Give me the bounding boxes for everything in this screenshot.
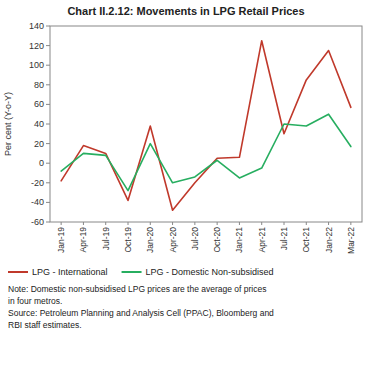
x-tick — [261, 222, 262, 225]
plot-frame — [50, 26, 362, 222]
x-tick-label: Jul-21 — [279, 227, 289, 250]
plot-area — [61, 41, 351, 211]
y-tick-label: 60 — [34, 99, 44, 109]
note: in four metros. — [8, 296, 62, 306]
y-tick-label: 20 — [34, 139, 44, 149]
x-tick-label: Jul-20 — [190, 227, 200, 250]
x-tick — [350, 222, 351, 225]
x-tick — [150, 222, 151, 225]
note: Source: Petroleum Planning and Analysis … — [8, 308, 274, 318]
y-tick-label: 100 — [29, 60, 44, 70]
legend-swatch — [122, 271, 142, 273]
y-tick — [46, 143, 50, 144]
y-tick — [46, 182, 50, 183]
x-tick-label: Oct-20 — [212, 227, 222, 253]
y-tick-label: 80 — [34, 80, 44, 90]
x-tick — [61, 222, 62, 225]
x-tick-label: Jan-21 — [234, 227, 244, 253]
legend-item: LPG - Domestic Non-subsidised — [122, 267, 274, 277]
y-tick — [46, 45, 50, 46]
x-tick — [306, 222, 307, 225]
y-tick-label: -40 — [31, 197, 44, 207]
y-tick-label: 120 — [29, 41, 44, 51]
y-tick — [46, 104, 50, 105]
series-line — [61, 114, 351, 190]
y-tick — [46, 26, 50, 27]
x-tick-label: Jan-22 — [324, 227, 334, 253]
x-tick — [284, 222, 285, 225]
y-tick — [46, 65, 50, 66]
y-tick-label: 0 — [39, 158, 44, 168]
legend-label: LPG - International — [32, 267, 108, 277]
legend-item: LPG - International — [8, 267, 108, 277]
y-tick — [46, 202, 50, 203]
x-tick-label: Jan-19 — [56, 227, 66, 253]
x-tick — [194, 222, 195, 225]
y-tick — [46, 84, 50, 85]
x-tick — [239, 222, 240, 225]
y-tick — [46, 124, 50, 125]
x-tick-label: Jan-20 — [145, 227, 155, 253]
x-tick — [172, 222, 173, 225]
legend-swatch — [8, 271, 28, 273]
y-tick-label: 40 — [34, 119, 44, 129]
x-tick-label: Apr-19 — [78, 227, 88, 253]
x-tick — [217, 222, 218, 225]
chart: Chart II.2.12: Movements in LPG Retail P… — [0, 0, 372, 373]
note: Note: Domestic non-subsidised LPG prices… — [8, 284, 266, 294]
x-tick-label: Jul-19 — [101, 227, 111, 250]
x-tick — [105, 222, 106, 225]
y-tick-label: -20 — [31, 178, 44, 188]
legend-label: LPG - Domestic Non-subsidised — [146, 267, 274, 277]
y-tick — [46, 163, 50, 164]
y-tick-label: -60 — [31, 217, 44, 227]
note: RBI staff estimates. — [8, 320, 82, 330]
x-tick-label: Mar-22 — [346, 227, 356, 254]
series-line — [61, 41, 351, 211]
x-tick — [83, 222, 84, 225]
x-tick-label: Oct-19 — [123, 227, 133, 253]
x-tick — [128, 222, 129, 225]
x-tick — [328, 222, 329, 225]
y-tick-label: 140 — [29, 21, 44, 31]
x-tick-label: Apr-20 — [168, 227, 178, 253]
y-tick — [46, 222, 50, 223]
title: Chart II.2.12: Movements in LPG Retail P… — [67, 5, 304, 17]
y-axis-label: Per cent (Y-o-Y) — [3, 92, 13, 156]
x-tick-label: Oct-21 — [301, 227, 311, 253]
x-tick-label: Apr-21 — [257, 227, 267, 253]
